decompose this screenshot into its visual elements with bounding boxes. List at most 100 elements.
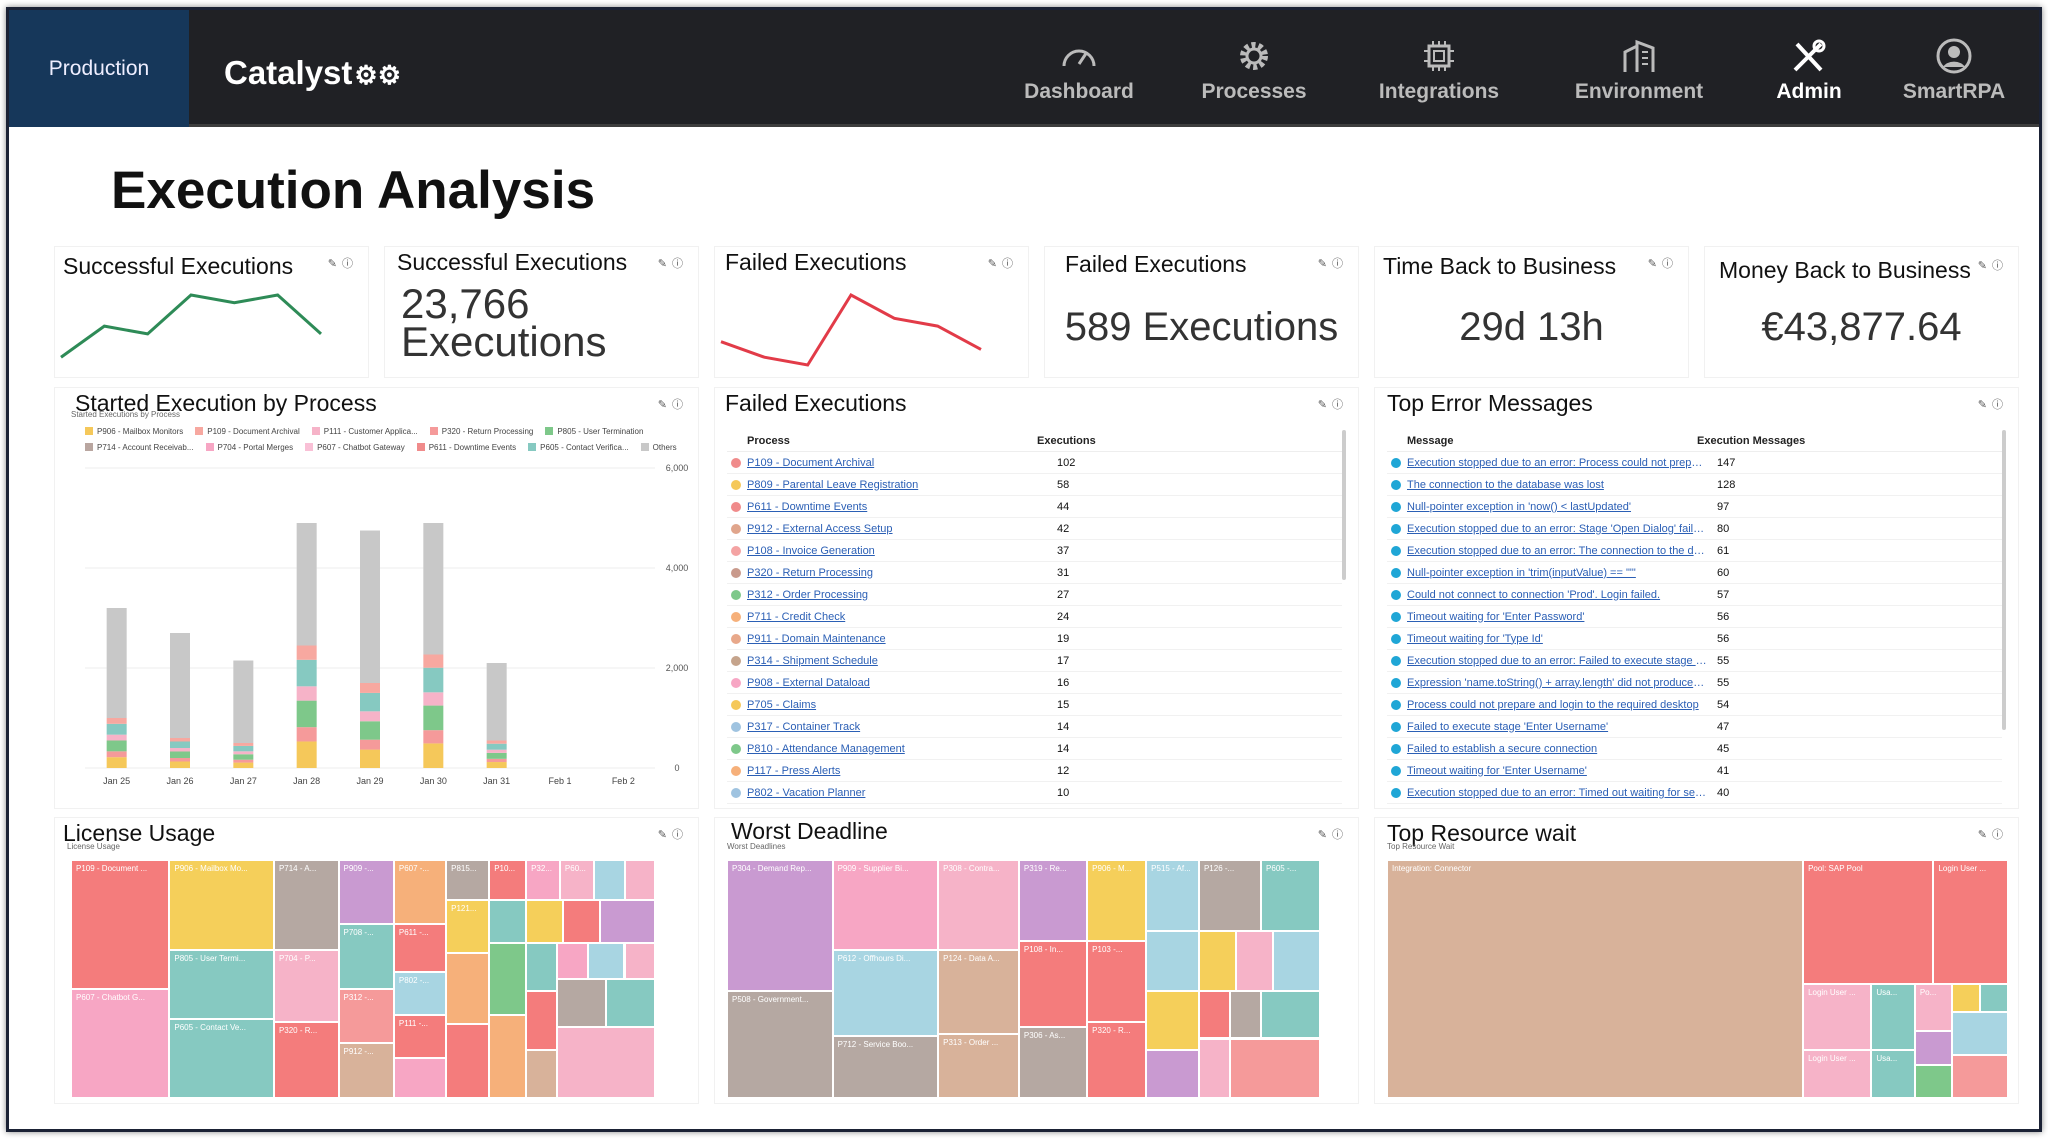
table-row[interactable]: P317 - Container Track 14 bbox=[727, 716, 1342, 738]
table-row[interactable]: P320 - Return Processing 31 bbox=[727, 562, 1342, 584]
table-row[interactable]: Null-pointer exception in 'trim(inputVal… bbox=[1387, 562, 2002, 584]
treemap-tile[interactable]: P108 - In... bbox=[1018, 940, 1088, 1027]
info-icon[interactable]: ⓘ bbox=[1992, 260, 2008, 272]
treemap-tile[interactable] bbox=[446, 1024, 490, 1098]
treemap-tile[interactable]: P906 - M... bbox=[1087, 860, 1147, 941]
row-link[interactable]: P117 - Press Alerts bbox=[747, 764, 841, 777]
edit-icon[interactable]: ✎ bbox=[1317, 399, 1332, 411]
column-header-process[interactable]: Process bbox=[747, 434, 790, 447]
bar-segment[interactable] bbox=[170, 758, 190, 762]
table-row[interactable]: Expression 'name.toString() + array.leng… bbox=[1387, 672, 2002, 694]
treemap-tile[interactable] bbox=[1198, 931, 1237, 991]
table-row[interactable]: Timeout waiting for 'Enter Password' 56 bbox=[1387, 606, 2002, 628]
bar-segment[interactable] bbox=[106, 718, 127, 724]
bar-segment[interactable] bbox=[106, 751, 127, 758]
row-link[interactable]: Timeout waiting for 'Enter Username' bbox=[1407, 764, 1587, 777]
row-link[interactable]: Null-pointer exception in 'now() < lastU… bbox=[1407, 500, 1632, 513]
treemap-tile[interactable]: Usa... bbox=[1871, 983, 1915, 1051]
bar-segment[interactable] bbox=[106, 734, 127, 741]
treemap-tile[interactable]: P704 - P... bbox=[273, 950, 339, 1022]
row-link[interactable]: Execution stopped due to an error: Stage… bbox=[1407, 522, 1707, 535]
bar-segment[interactable] bbox=[360, 739, 380, 750]
treemap-tile[interactable]: Login User ... bbox=[1803, 983, 1872, 1051]
column-header-execution-messages[interactable]: Execution Messages bbox=[1697, 434, 1806, 447]
bar-segment-others[interactable] bbox=[360, 530, 380, 684]
table-row[interactable]: P908 - External Dataload 16 bbox=[727, 672, 1342, 694]
table-row[interactable]: Timeout waiting for 'Enter Username' 41 bbox=[1387, 760, 2002, 782]
treemap-tile[interactable]: P805 - User Termi... bbox=[169, 950, 274, 1020]
table-row[interactable]: P705 - Claims 15 bbox=[727, 694, 1342, 716]
legend-item[interactable]: P611 - Downtime Events bbox=[416, 440, 516, 456]
info-icon[interactable]: ⓘ bbox=[1332, 829, 1348, 841]
row-link[interactable]: Could not connect to connection 'Prod'. … bbox=[1407, 588, 1661, 601]
column-header-executions[interactable]: Executions bbox=[1037, 434, 1096, 447]
row-link[interactable]: Timeout waiting for 'Type Id' bbox=[1407, 632, 1543, 645]
treemap-tile[interactable]: Integration: Connector bbox=[1387, 860, 1804, 1098]
row-link[interactable]: Process could not prepare and login to t… bbox=[1407, 698, 1699, 711]
legend-item[interactable]: Others bbox=[640, 440, 677, 456]
table-row[interactable]: Execution stopped due to an error: Faile… bbox=[1387, 650, 2002, 672]
bar-segment[interactable] bbox=[170, 751, 190, 759]
treemap-tile[interactable] bbox=[489, 900, 527, 944]
treemap-tile[interactable] bbox=[526, 943, 557, 991]
info-icon[interactable]: ⓘ bbox=[672, 829, 688, 841]
treemap-tile[interactable] bbox=[1146, 1050, 1199, 1098]
treemap-tile[interactable] bbox=[526, 900, 563, 944]
table-row[interactable]: Execution stopped due to an error: Stage… bbox=[1387, 518, 2002, 540]
treemap-tile[interactable]: P109 - Document ... bbox=[71, 860, 170, 989]
table-row[interactable]: Execution stopped due to an error: Timed… bbox=[1387, 782, 2002, 804]
treemap-tile[interactable]: P605 - Contact Ve... bbox=[169, 1019, 274, 1098]
card-actions[interactable]: ✎ⓘ bbox=[1978, 257, 2008, 273]
treemap-tile[interactable] bbox=[1198, 1038, 1230, 1098]
card-actions[interactable]: ✎ⓘ bbox=[1318, 396, 1348, 412]
treemap-tile[interactable] bbox=[1273, 931, 1321, 991]
row-link[interactable]: Execution stopped due to an error: Faile… bbox=[1407, 654, 1707, 667]
treemap-tile[interactable] bbox=[556, 943, 588, 979]
table-row[interactable]: P611 - Downtime Events 44 bbox=[727, 496, 1342, 518]
row-link[interactable]: P109 - Document Archival bbox=[747, 456, 875, 469]
treemap-tile[interactable] bbox=[1980, 983, 2008, 1013]
edit-icon[interactable]: ✎ bbox=[1317, 258, 1332, 270]
treemap-tile[interactable]: P308 - Contra... bbox=[938, 860, 1019, 951]
row-link[interactable]: P711 - Credit Check bbox=[747, 610, 846, 623]
bar-segment[interactable] bbox=[296, 700, 317, 728]
treemap-tile[interactable]: P607 -... bbox=[393, 860, 447, 925]
treemap-tile[interactable]: P912 -... bbox=[338, 1043, 394, 1098]
treemap-tile[interactable]: P312 -... bbox=[338, 988, 394, 1044]
bar-segment[interactable] bbox=[486, 758, 507, 763]
bar-segment[interactable] bbox=[106, 723, 127, 735]
bar-segment-others[interactable] bbox=[423, 523, 444, 655]
nav-environment[interactable]: Environment bbox=[1559, 38, 1719, 104]
bar-segment[interactable] bbox=[233, 762, 254, 768]
row-link[interactable]: P312 - Order Processing bbox=[747, 588, 869, 601]
table-row[interactable]: P809 - Parental Leave Registration 58 bbox=[727, 474, 1342, 496]
treemap-tile[interactable] bbox=[599, 900, 656, 944]
row-link[interactable]: Timeout waiting for 'Enter Password' bbox=[1407, 610, 1585, 623]
legend-item[interactable]: P805 - User Termination bbox=[545, 424, 643, 440]
card-actions[interactable]: ✎ⓘ bbox=[658, 826, 688, 842]
table-row[interactable]: P711 - Credit Check 24 bbox=[727, 606, 1342, 628]
treemap-tile[interactable]: P508 - Government... bbox=[727, 990, 833, 1098]
legend-item[interactable]: P605 - Contact Verifica... bbox=[528, 440, 629, 456]
treemap-tile[interactable] bbox=[1261, 990, 1321, 1039]
card-actions[interactable]: ✎ⓘ bbox=[328, 255, 358, 271]
treemap-tile[interactable]: P320 - R... bbox=[1087, 1021, 1147, 1098]
info-icon[interactable]: ⓘ bbox=[342, 258, 358, 270]
treemap-tile[interactable] bbox=[1952, 1012, 2008, 1056]
treemap-tile[interactable]: P103 -... bbox=[1087, 940, 1147, 1022]
table-row[interactable]: P802 - Vacation Planner 10 bbox=[727, 782, 1342, 804]
bar-segment[interactable] bbox=[486, 762, 507, 768]
treemap-tile[interactable] bbox=[1914, 1064, 1953, 1098]
bar-segment[interactable] bbox=[360, 721, 380, 740]
edit-icon[interactable]: ✎ bbox=[987, 258, 1002, 270]
row-link[interactable]: P911 - Domain Maintenance bbox=[747, 632, 886, 645]
treemap-tile[interactable]: P909 - Supplier Bi... bbox=[832, 860, 939, 951]
bar-segment-others[interactable] bbox=[170, 633, 190, 738]
bar-segment[interactable] bbox=[486, 749, 507, 753]
treemap-tile[interactable] bbox=[1952, 983, 1981, 1013]
table-scrollbar[interactable] bbox=[1342, 430, 1346, 580]
row-link[interactable]: P809 - Parental Leave Registration bbox=[747, 478, 919, 491]
brand-logo[interactable]: Catalyst⚙⚙ bbox=[224, 54, 401, 92]
environment-selector[interactable]: Production bbox=[9, 10, 189, 127]
bar-segment[interactable] bbox=[233, 745, 254, 752]
